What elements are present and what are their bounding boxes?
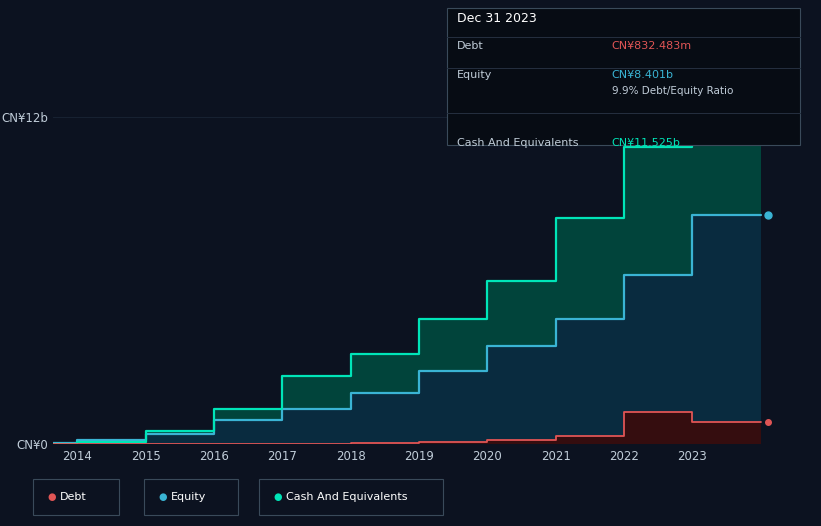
Text: CN¥11.525b: CN¥11.525b — [612, 138, 681, 148]
Text: Equity: Equity — [171, 492, 206, 502]
Text: Debt: Debt — [457, 41, 484, 50]
Text: Debt: Debt — [60, 492, 87, 502]
Text: Cash And Equivalents: Cash And Equivalents — [457, 138, 579, 148]
Text: CN¥8.401b: CN¥8.401b — [612, 70, 674, 80]
Text: CN¥832.483m: CN¥832.483m — [612, 41, 692, 50]
Text: 9.9% Debt/Equity Ratio: 9.9% Debt/Equity Ratio — [612, 86, 733, 96]
Text: ●: ● — [48, 492, 56, 502]
Text: ●: ● — [158, 492, 167, 502]
Text: ●: ● — [273, 492, 282, 502]
Text: Dec 31 2023: Dec 31 2023 — [457, 12, 537, 25]
Text: Cash And Equivalents: Cash And Equivalents — [286, 492, 407, 502]
Text: Equity: Equity — [457, 70, 493, 80]
